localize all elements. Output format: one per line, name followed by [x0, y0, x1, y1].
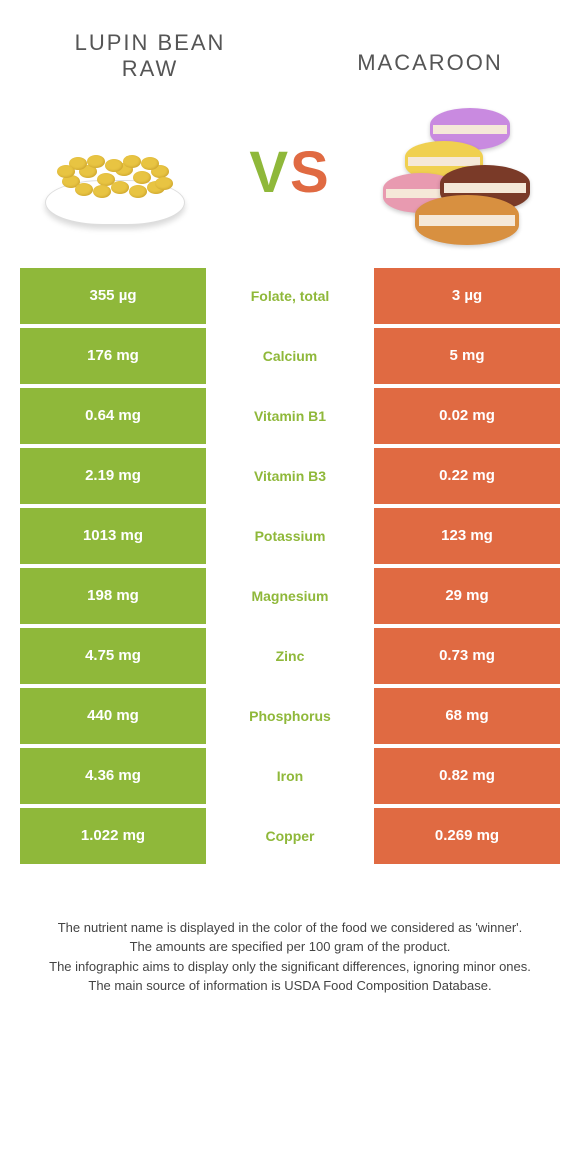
nutrient-name: Folate, total — [206, 268, 374, 324]
table-row: 0.64 mgVitamin B10.02 mg — [20, 388, 560, 444]
nutrient-name: Magnesium — [206, 568, 374, 624]
left-value: 176 mg — [20, 328, 206, 384]
right-value: 3 µg — [374, 268, 560, 324]
nutrient-name: Phosphorus — [206, 688, 374, 744]
table-row: 1013 mgPotassium123 mg — [20, 508, 560, 564]
footer-line: The main source of information is USDA F… — [30, 976, 550, 996]
table-row: 176 mgCalcium5 mg — [20, 328, 560, 384]
right-value: 0.22 mg — [374, 448, 560, 504]
nutrient-name: Iron — [206, 748, 374, 804]
footer-line: The nutrient name is displayed in the co… — [30, 918, 550, 938]
footer-line: The infographic aims to display only the… — [30, 957, 550, 977]
left-value: 2.19 mg — [20, 448, 206, 504]
vs-v: V — [249, 140, 290, 205]
macaroon-image — [375, 103, 555, 243]
table-row: 4.75 mgZinc0.73 mg — [20, 628, 560, 684]
nutrient-table: 355 µgFolate, total3 µg176 mgCalcium5 mg… — [20, 268, 560, 864]
nutrient-name: Copper — [206, 808, 374, 864]
food-title-right: Macaroon — [330, 50, 530, 83]
left-value: 1.022 mg — [20, 808, 206, 864]
vs-label: VS — [249, 139, 330, 206]
table-row: 198 mgMagnesium29 mg — [20, 568, 560, 624]
footer-line: The amounts are specified per 100 gram o… — [30, 937, 550, 957]
lupin-bean-image — [25, 103, 205, 243]
nutrient-name: Vitamin B1 — [206, 388, 374, 444]
table-row: 2.19 mgVitamin B30.22 mg — [20, 448, 560, 504]
table-row: 4.36 mgIron0.82 mg — [20, 748, 560, 804]
left-value: 198 mg — [20, 568, 206, 624]
nutrient-name: Vitamin B3 — [206, 448, 374, 504]
vs-s: S — [290, 140, 331, 205]
table-row: 1.022 mgCopper0.269 mg — [20, 808, 560, 864]
right-value: 123 mg — [374, 508, 560, 564]
left-value: 4.36 mg — [20, 748, 206, 804]
nutrient-name: Zinc — [206, 628, 374, 684]
left-value: 0.64 mg — [20, 388, 206, 444]
footer-notes: The nutrient name is displayed in the co… — [0, 868, 580, 1016]
left-value: 4.75 mg — [20, 628, 206, 684]
left-value: 1013 mg — [20, 508, 206, 564]
left-value: 440 mg — [20, 688, 206, 744]
right-value: 0.82 mg — [374, 748, 560, 804]
left-value: 355 µg — [20, 268, 206, 324]
nutrient-name: Potassium — [206, 508, 374, 564]
right-value: 29 mg — [374, 568, 560, 624]
right-value: 68 mg — [374, 688, 560, 744]
table-row: 440 mgPhosphorus68 mg — [20, 688, 560, 744]
images-row: VS — [0, 93, 580, 268]
right-value: 5 mg — [374, 328, 560, 384]
table-row: 355 µgFolate, total3 µg — [20, 268, 560, 324]
nutrient-name: Calcium — [206, 328, 374, 384]
right-value: 0.269 mg — [374, 808, 560, 864]
header: Lupin BeanRaw Macaroon — [0, 0, 580, 93]
right-value: 0.02 mg — [374, 388, 560, 444]
right-value: 0.73 mg — [374, 628, 560, 684]
food-title-left: Lupin BeanRaw — [50, 30, 250, 83]
